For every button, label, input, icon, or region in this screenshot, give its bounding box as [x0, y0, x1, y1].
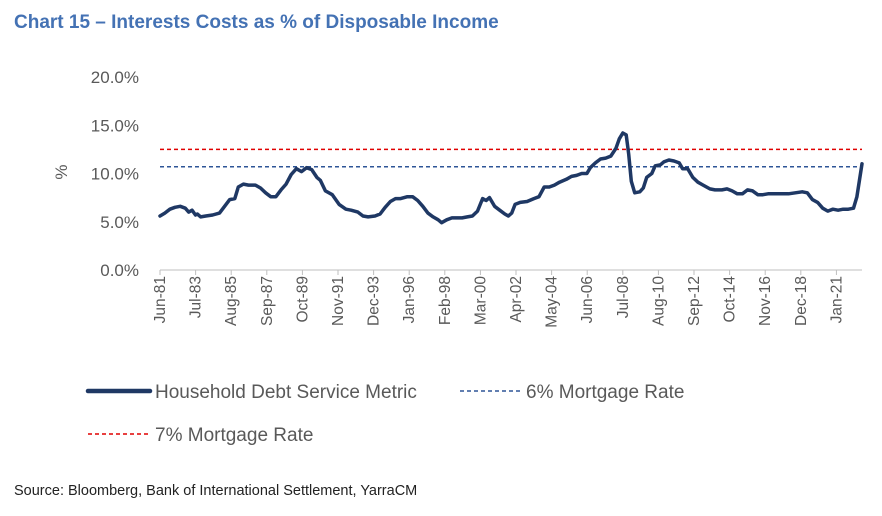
x-tick-label: Jul-83: [188, 276, 205, 318]
x-tick-label: Oct-89: [294, 276, 311, 323]
x-tick-label: Dec-93: [366, 276, 383, 326]
x-tick-label: Aug-85: [223, 276, 240, 326]
x-tick-label: Nov-91: [330, 276, 347, 326]
chart-title: Chart 15 – Interests Costs as % of Dispo…: [14, 12, 499, 33]
y-tick-label: 15.0%: [91, 116, 139, 135]
y-axis-label: %: [52, 164, 71, 179]
x-tick-label: Jun-06: [579, 276, 596, 323]
series-lines: [158, 131, 864, 225]
y-tick-labels: 0.0% 5.0% 10.0% 15.0% 20.0%: [91, 68, 139, 280]
y-tick-label: 0.0%: [100, 261, 139, 280]
x-tick-label: Jan-96: [401, 276, 418, 323]
legend: Household Debt Service Metric 6% Mortgage…: [85, 382, 684, 446]
x-tick-label: Aug-10: [650, 276, 667, 326]
source-note: Source: Bloomberg, Bank of International…: [14, 483, 418, 499]
x-tick-label: May-04: [544, 276, 561, 328]
x-tick-label: Feb-98: [437, 276, 454, 325]
x-tick-labels: Jun-81 Jul-83 Aug-85 Sep-87 Oct-89 Nov-91 Dec-…: [152, 276, 845, 328]
legend-label: Household Debt Service Metric: [155, 382, 417, 403]
x-tick-label: Jan-21: [828, 276, 845, 323]
x-tick-label: Jul-08: [615, 276, 632, 318]
series-line-household-debt: [158, 131, 864, 225]
y-tick-label: 20.0%: [91, 68, 139, 87]
y-tick-label: 5.0%: [100, 213, 139, 232]
x-tick-label: Dec-18: [793, 276, 810, 326]
x-tick-label: Nov-16: [757, 276, 774, 326]
y-tick-label: 10.0%: [91, 165, 139, 184]
x-tick-label: Apr-02: [508, 276, 525, 323]
x-tick-label: Mar-00: [472, 276, 489, 325]
x-tick-label: Jun-81: [152, 276, 169, 323]
legend-label: 7% Mortgage Rate: [155, 425, 313, 446]
reference-lines: [160, 148, 862, 168]
x-tick-marks: [159, 270, 837, 275]
x-tick-label: Sep-12: [686, 276, 703, 326]
x-tick-label: Sep-87: [259, 276, 276, 326]
legend-label: 6% Mortgage Rate: [526, 382, 684, 403]
x-tick-label: Oct-14: [722, 276, 739, 323]
